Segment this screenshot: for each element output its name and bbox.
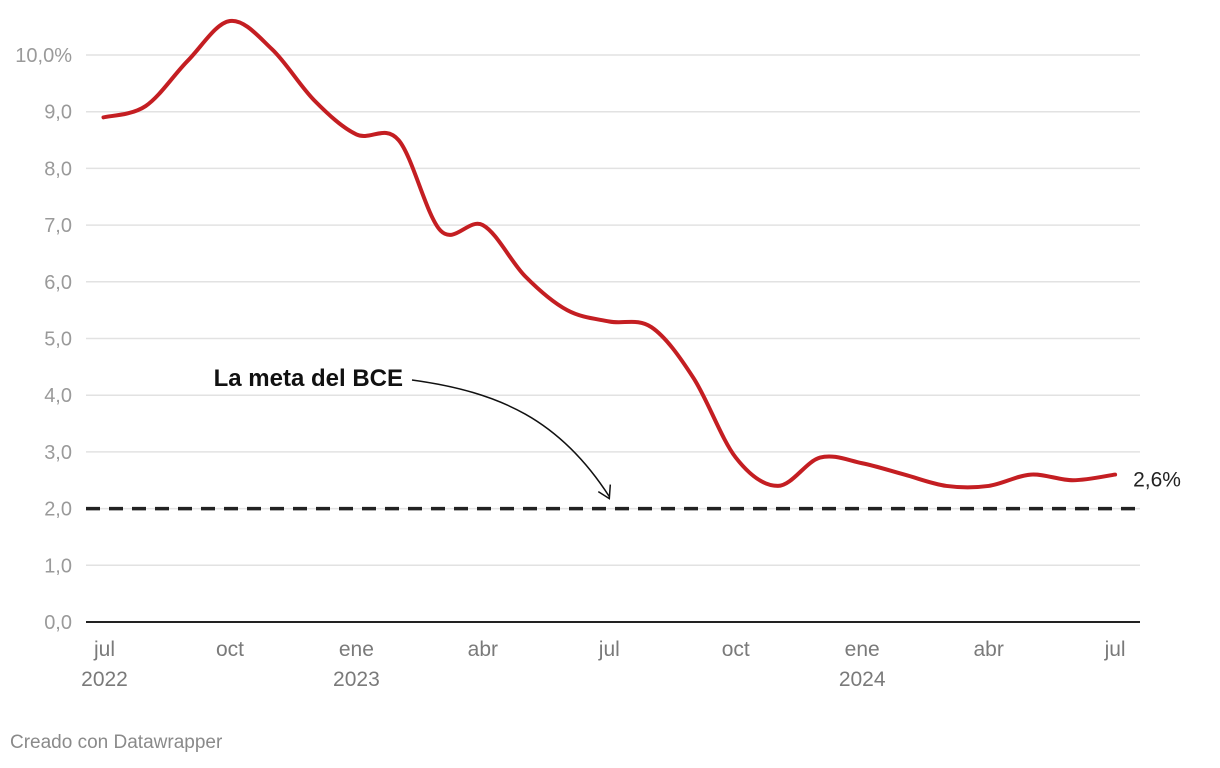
x-axis-ticks: jul 2022 oct ene 2023 abr jul oct ene 2024 abr jul (81, 638, 1125, 691)
x-tick-label: jul (1104, 638, 1126, 661)
y-tick-label: 1,0 (44, 555, 72, 577)
y-axis-ticks: 10,0% 9,0 8,0 7,0 6,0 5,0 4,0 3,0 2,0 1,0 0,0 (15, 45, 72, 634)
x-tick-year-label: 2024 (839, 668, 886, 691)
y-tick-label: 0,0 (44, 612, 72, 634)
inflation-series-line (101, 18, 1118, 490)
x-tick-label: jul (598, 638, 620, 661)
y-tick-label: 8,0 (44, 158, 72, 180)
credit-text: Creado con Datawrapper (10, 732, 223, 753)
y-tick-label: 2,0 (44, 499, 72, 521)
x-tick-label: oct (722, 638, 750, 661)
gridlines (86, 54, 1140, 623)
y-tick-label: 9,0 (44, 102, 72, 124)
annotation-arrow (411, 379, 610, 498)
x-tick-label: ene (339, 638, 374, 661)
x-tick-year-label: 2023 (333, 668, 380, 691)
y-tick-label: 10,0% (15, 45, 72, 67)
annotation-arrowhead-icon (597, 484, 612, 500)
ecb-target-annotation: La meta del BCE (214, 365, 403, 392)
x-tick-label: ene (845, 638, 880, 661)
y-tick-label: 7,0 (44, 215, 72, 237)
x-tick-label: oct (216, 638, 244, 661)
end-value-label: 2,6% (1133, 469, 1181, 492)
x-tick-label: abr (973, 638, 1003, 661)
y-tick-label: 3,0 (44, 442, 72, 464)
y-tick-label: 4,0 (44, 385, 72, 407)
x-tick-label: abr (468, 638, 498, 661)
y-tick-label: 6,0 (44, 272, 72, 294)
x-tick-label: jul (93, 638, 115, 661)
line-chart: 10,0% 9,0 8,0 7,0 6,0 5,0 4,0 3,0 2,0 1,0 0,0 jul 2… (15, 18, 1181, 691)
y-tick-label: 5,0 (44, 329, 72, 351)
x-tick-year-label: 2022 (81, 668, 128, 691)
